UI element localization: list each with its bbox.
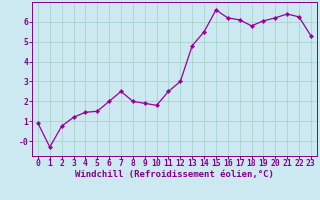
X-axis label: Windchill (Refroidissement éolien,°C): Windchill (Refroidissement éolien,°C) bbox=[75, 170, 274, 179]
